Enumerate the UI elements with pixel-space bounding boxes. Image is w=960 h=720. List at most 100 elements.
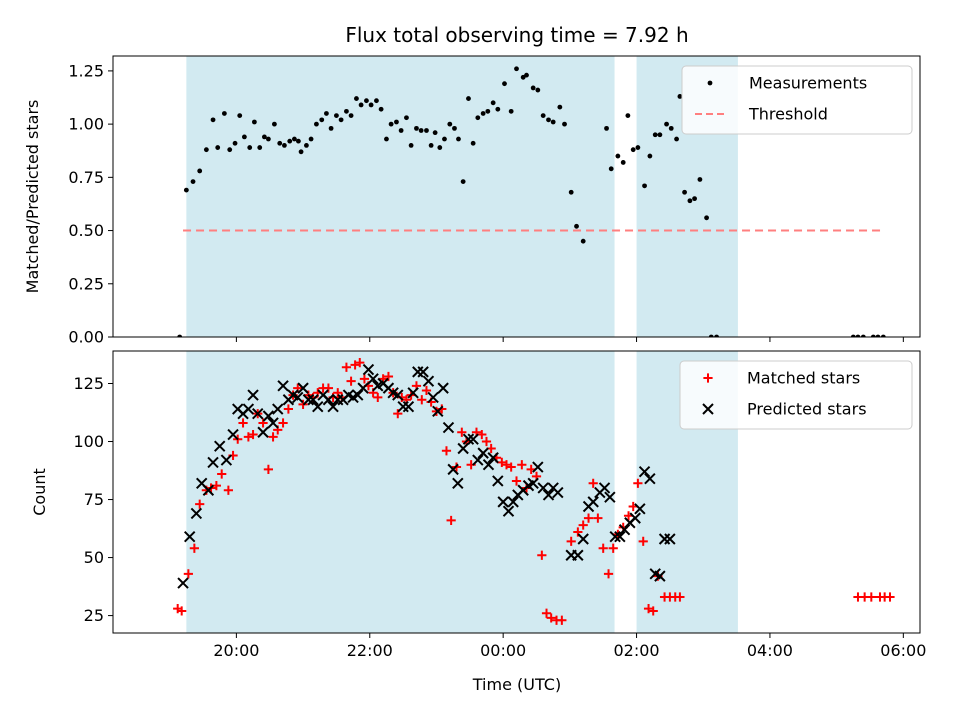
data-point [183,187,189,193]
data-point [262,410,275,422]
data-point [268,432,278,442]
data-point [643,604,654,614]
data-point [328,125,334,131]
y-tick-label: 0.75 [68,168,104,187]
data-point [232,140,238,146]
data-point [282,143,287,148]
data-point [292,391,304,404]
data-point [880,334,886,337]
data-point [177,577,189,589]
data-point [885,592,895,602]
data-point [251,119,257,125]
data-point [457,427,467,437]
data-point [502,81,507,87]
legend: Matched stars Predicted stars [679,360,913,430]
data-point [393,409,403,419]
data-point [546,613,556,623]
data-point [620,160,626,165]
data-point [485,108,491,114]
data-point [609,530,621,543]
data-point [517,460,527,470]
y-tick-label: 0.25 [68,274,104,293]
data-point [322,394,335,406]
data-point [297,382,309,394]
data-point [247,145,253,150]
data-point [437,145,443,150]
data-point [283,404,294,414]
data-point [546,117,551,123]
data-point [866,592,876,602]
data-point [608,543,618,553]
data-point [635,145,641,150]
data-point [327,400,339,413]
y-axis-label: Matched/Predicted stars [23,100,42,294]
chart-title: Flux total observing time = 7.92 h [345,23,688,47]
data-point [177,606,187,616]
y-tick-label: 0.00 [68,328,104,347]
data-point [441,446,452,456]
data-point [466,96,471,101]
y-tick-label: 50 [84,548,104,567]
data-point [557,104,563,110]
data-point [237,113,243,119]
data-point [227,428,239,441]
data-point [870,334,876,337]
data-point [875,334,881,337]
data-point [358,102,364,108]
data-point [217,469,227,479]
data-point [675,592,685,602]
data-point [368,102,374,108]
data-point [630,147,636,153]
data-point [568,189,574,195]
x-tick-label: 06:00 [880,641,926,660]
data-point [333,388,343,398]
data-point [638,536,648,546]
data-point [482,459,495,471]
data-point [417,366,429,378]
data-point [183,569,193,579]
data-point [506,462,516,472]
data-point [197,168,203,174]
data-point [642,183,647,189]
data-point [214,440,226,452]
data-point [374,98,379,104]
y-tick-label: 100 [73,432,104,451]
data-point [242,403,255,415]
legend-marker [702,403,714,415]
data-point [648,606,658,616]
data-point [402,400,415,413]
data-point [190,507,203,520]
data-point [221,111,227,116]
data-point [367,373,379,385]
data-point [574,223,579,229]
data-point [308,136,314,142]
data-point [238,418,248,428]
data-point [652,132,658,138]
data-point [215,145,221,150]
y-tick-label: 125 [73,374,104,393]
data-point [354,96,359,101]
legend-label: Matched stars [747,369,860,388]
data-point [189,543,199,553]
data-point [704,215,709,221]
data-point [394,119,399,125]
x-tick-label: 20:00 [213,641,259,660]
data-point [287,138,293,144]
data-point [427,391,439,404]
data-point [324,111,329,116]
data-point [452,125,457,131]
data-point [177,334,183,337]
data-point [362,363,375,376]
y-tick-label: 25 [84,606,104,625]
data-point [422,375,435,387]
data-point [263,464,273,474]
data-point [687,198,693,204]
data-point [860,334,866,337]
data-point [477,429,487,440]
data-point [530,85,536,91]
data-point [344,108,349,114]
data-point [446,515,456,526]
data-point [296,138,301,144]
data-point [603,569,614,579]
